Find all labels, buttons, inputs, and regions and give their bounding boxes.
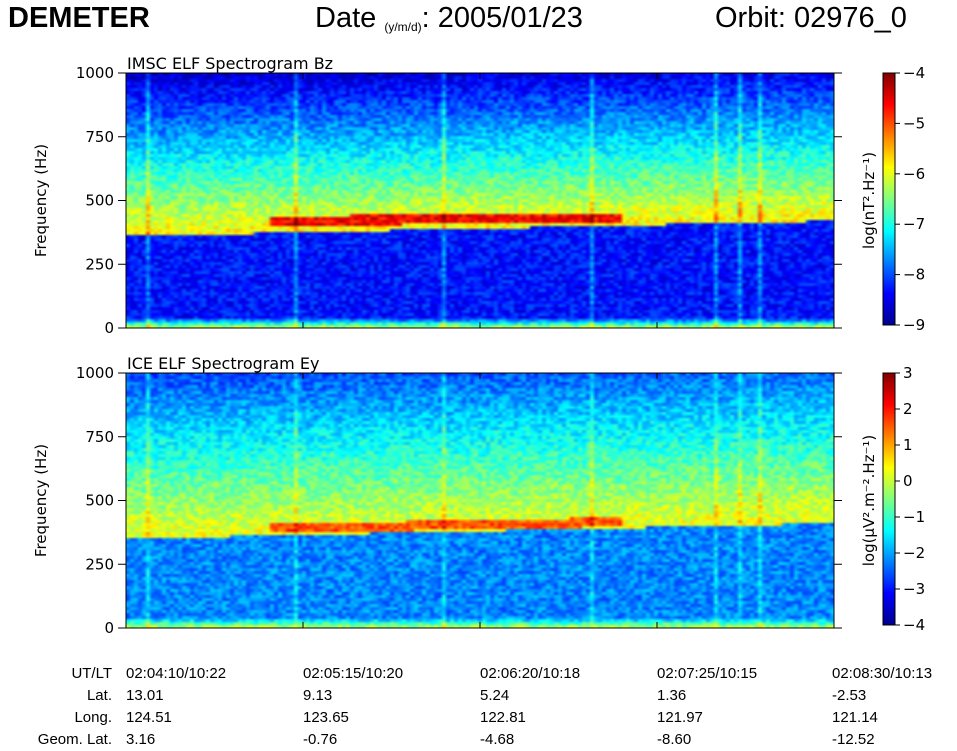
footer-long-3: 121.97	[657, 709, 703, 726]
footer-lat-0: 13.01	[126, 687, 164, 704]
date-title: Date (y/m/d): 2005/01/23	[315, 2, 583, 35]
footer-lat-2: 5.24	[480, 687, 510, 704]
footer-long-0: 124.51	[126, 709, 172, 726]
colorbar-tick-label-1-5: −9	[903, 316, 925, 334]
y-tick-label-2-1: 250	[85, 555, 114, 573]
y-tick-label-2-3: 750	[85, 428, 114, 446]
y-tick-label-1-1: 250	[85, 255, 114, 273]
colorbar-tick-label-1-2: −6	[903, 165, 925, 183]
colorbar-tick-label-1-0: −4	[903, 64, 925, 82]
colorbar-gradient-2	[882, 372, 896, 626]
colorbar-tick-label-1-1: −5	[903, 114, 925, 132]
footer-long-4: 121.14	[832, 709, 878, 726]
colorbar-tick-label-2-6: −3	[903, 580, 925, 598]
date-value: 2005/01/23	[437, 2, 583, 34]
colorbar-tick-label-2-3: 0	[903, 472, 913, 490]
footer-geom-lat-4: -12.52	[832, 731, 875, 748]
footer-ut-lt-4: 02:08:30/10:13	[832, 665, 933, 682]
colorbar-tick-label-2-2: 1	[903, 436, 913, 454]
panel-title-2: ICE ELF Spectrogram Ey	[127, 354, 319, 373]
y-tick-label-2-0: 0	[104, 619, 114, 637]
date-label: Date	[315, 2, 377, 34]
footer-ut-lt-0: 02:04:10/10:22	[126, 665, 227, 682]
y-tick-label-1-0: 0	[104, 319, 114, 337]
y-tick-label-1-3: 750	[85, 128, 114, 146]
spectrogram-panel-1: IMSC ELF Spectrogram Bz 0 250 500 750 1000 Fre…	[32, 54, 925, 337]
footer-lat-1: 9.13	[303, 687, 333, 704]
colorbar-tick-label-2-4: −1	[903, 508, 925, 526]
footer-geom-lat-2: -4.68	[480, 731, 515, 748]
footer-lat-3: 1.36	[657, 687, 687, 704]
colorbar-tick-label-2-0: 3	[903, 364, 913, 382]
footer-label-long: Long.	[74, 709, 112, 726]
colorbar-gradient-1	[882, 72, 896, 326]
date-format: (y/m/d)	[384, 20, 422, 34]
colorbar-tick-label-2-7: −4	[903, 616, 925, 634]
colorbar-label-1: log(nT².Hz⁻¹)	[860, 152, 878, 249]
y-tick-label-1-2: 500	[85, 192, 114, 210]
footer-long-2: 122.81	[480, 709, 526, 726]
y-axis-label-2: Frequency (Hz)	[32, 444, 50, 557]
panel-title-1: IMSC ELF Spectrogram Bz	[127, 54, 333, 73]
y-tick-label-1-4: 1000	[76, 64, 114, 82]
footer-geom-lat-0: 3.16	[126, 731, 156, 748]
colorbar-1: −4 −5 −6 −7 −8 −9 log(nT².Hz⁻¹)	[860, 64, 925, 334]
spectrogram-image-2	[126, 373, 834, 628]
y-axis-label-1: Frequency (Hz)	[32, 144, 50, 257]
footer-label-ut-lt: UT/LT	[71, 665, 112, 682]
footer-lat-4: -2.53	[832, 687, 867, 704]
footer-label-geom-lat: Geom. Lat.	[37, 731, 112, 748]
y-tick-label-2-4: 1000	[76, 364, 114, 382]
colorbar-tick-label-1-4: −8	[903, 266, 925, 284]
colorbar-tick-label-1-3: −7	[903, 215, 925, 233]
colorbar-tick-label-2-1: 2	[903, 400, 913, 418]
colorbar-label-2: log(μV².m⁻².Hz⁻¹)	[860, 435, 878, 567]
spectrogram-panel-2: ICE ELF Spectrogram Ey 0 250 500 750 1000 Freq…	[32, 354, 925, 637]
footer-long-1: 123.65	[303, 709, 349, 726]
colorbar-tick-label-2-5: −2	[903, 544, 925, 562]
footer-ut-lt-1: 02:05:15/10:20	[303, 665, 404, 682]
footer-ut-lt-3: 02:07:25/10:15	[657, 665, 758, 682]
footer-geom-lat-3: -8.60	[657, 731, 692, 748]
orbit-title: Orbit: 02976_0	[715, 2, 907, 34]
colorbar-2: 3 2 1 0 −1 −2 −3 −4 log(μV².m⁻².Hz⁻¹)	[860, 364, 925, 634]
footer-geom-lat-1: -0.76	[303, 731, 338, 748]
spectrogram-image-1	[126, 73, 834, 328]
mission-title: DEMETER	[8, 2, 150, 34]
footer-label-lat: Lat.	[86, 687, 112, 704]
footer-ut-lt-2: 02:06:20/10:18	[480, 665, 581, 682]
y-tick-label-2-2: 500	[85, 492, 114, 510]
date-separator: :	[421, 2, 430, 34]
